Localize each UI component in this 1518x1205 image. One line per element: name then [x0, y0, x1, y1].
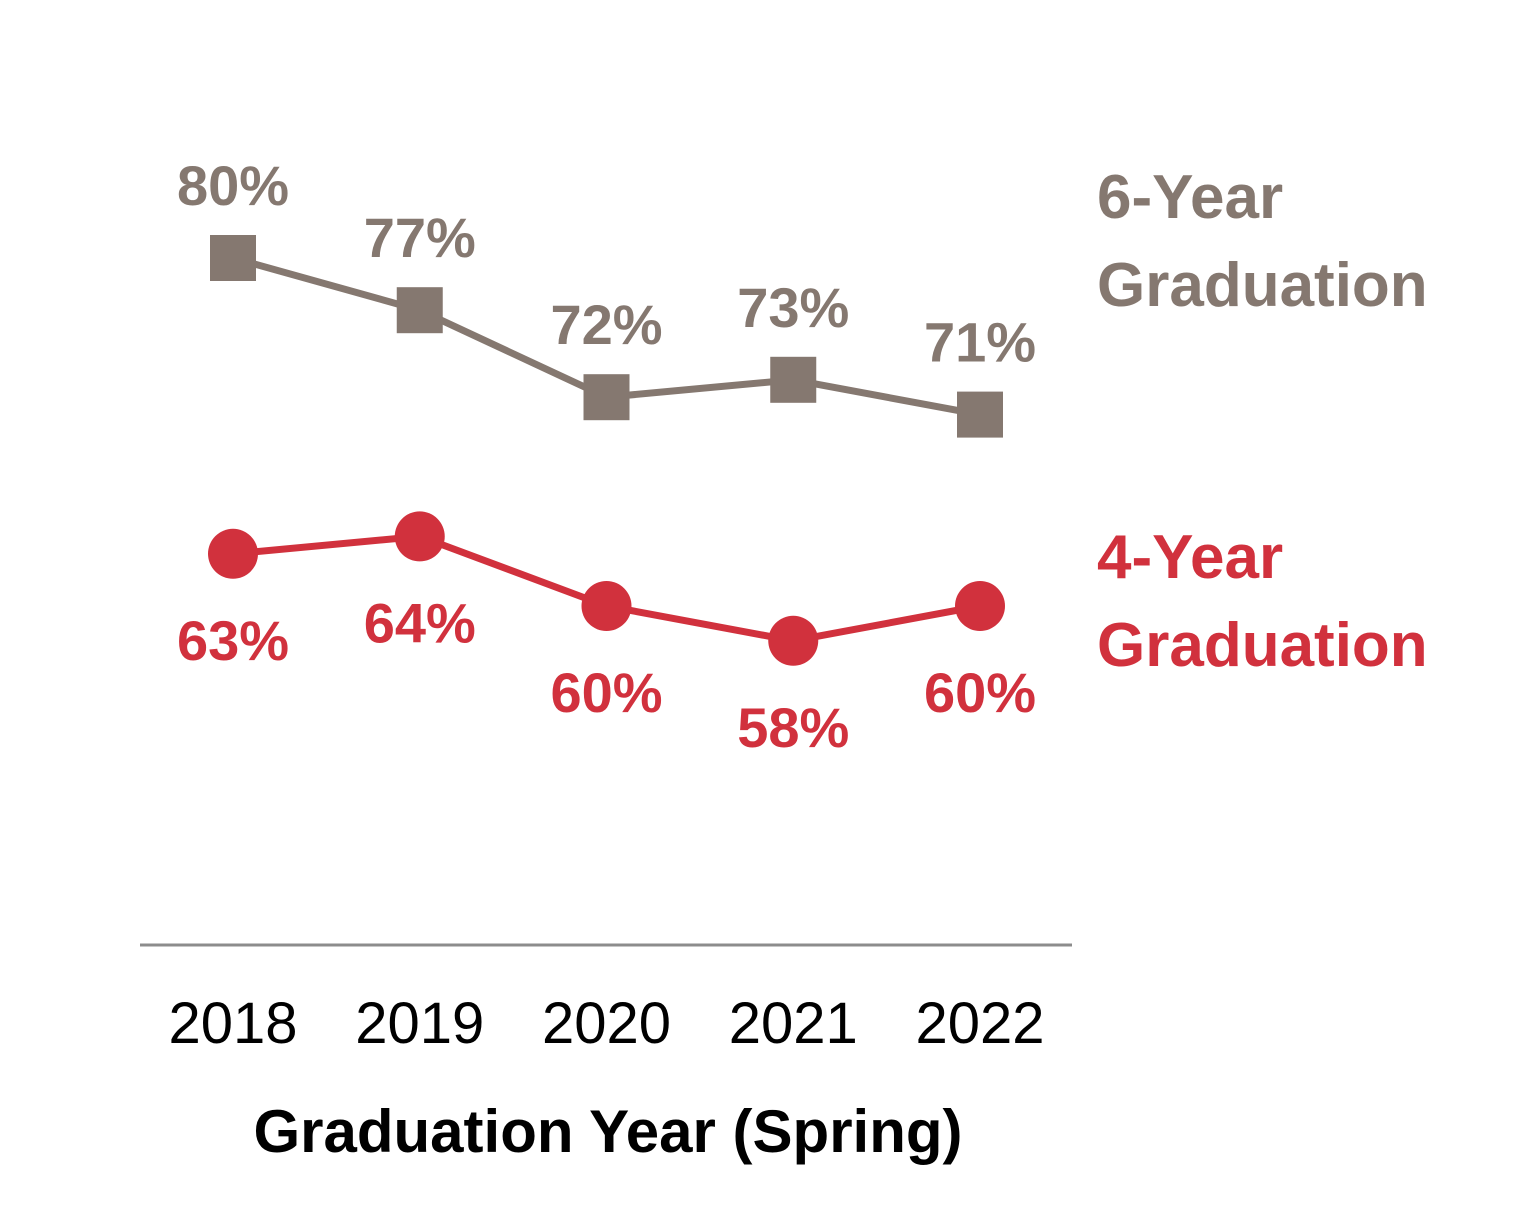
x-tick-label: 2022 [915, 991, 1044, 1056]
data-point-marker [770, 356, 817, 403]
data-label: 60% [550, 661, 662, 724]
inline-legend: 6-Year Graduation 4-Year Graduation [1097, 163, 1428, 680]
x-tick-labels: 2018 2019 2020 2021 2022 [168, 991, 1044, 1056]
x-tick-label: 2018 [168, 991, 297, 1056]
data-label: 58% [737, 696, 849, 759]
x-tick-label: 2021 [729, 991, 858, 1056]
data-point-marker [957, 391, 1003, 438]
legend-label-six_year: 6-Year Graduation [1097, 163, 1428, 320]
x-tick-label: 2020 [542, 991, 671, 1056]
data-point-marker [581, 581, 632, 631]
data-label: 80% [177, 154, 289, 217]
data-label: 71% [924, 311, 1036, 374]
data-label: 63% [177, 609, 289, 672]
data-point-marker [208, 528, 258, 579]
data-point-marker [396, 287, 443, 334]
series-four_year: 63% 64% 60% 58% 60% [177, 511, 1036, 759]
data-label: 72% [550, 293, 662, 356]
data-point-marker [768, 615, 819, 666]
data-point-marker [394, 511, 445, 562]
series-six_year: 80% 77% 72% 73% 71% [177, 154, 1036, 438]
data-label: 73% [737, 276, 849, 339]
x-axis-title: Graduation Year (Spring) [253, 1098, 962, 1165]
data-label: 60% [924, 661, 1036, 724]
data-label: 64% [364, 591, 476, 654]
series-layer: 80% 77% 72% 73% 71% 63% 64% 60% 58% 60% [177, 154, 1036, 759]
data-label: 77% [364, 206, 476, 269]
legend-label-four_year: 4-Year Graduation [1097, 523, 1428, 680]
data-point-marker [210, 235, 256, 281]
x-tick-label: 2019 [355, 991, 484, 1056]
data-point-marker [583, 374, 630, 421]
data-point-marker [955, 581, 1005, 631]
